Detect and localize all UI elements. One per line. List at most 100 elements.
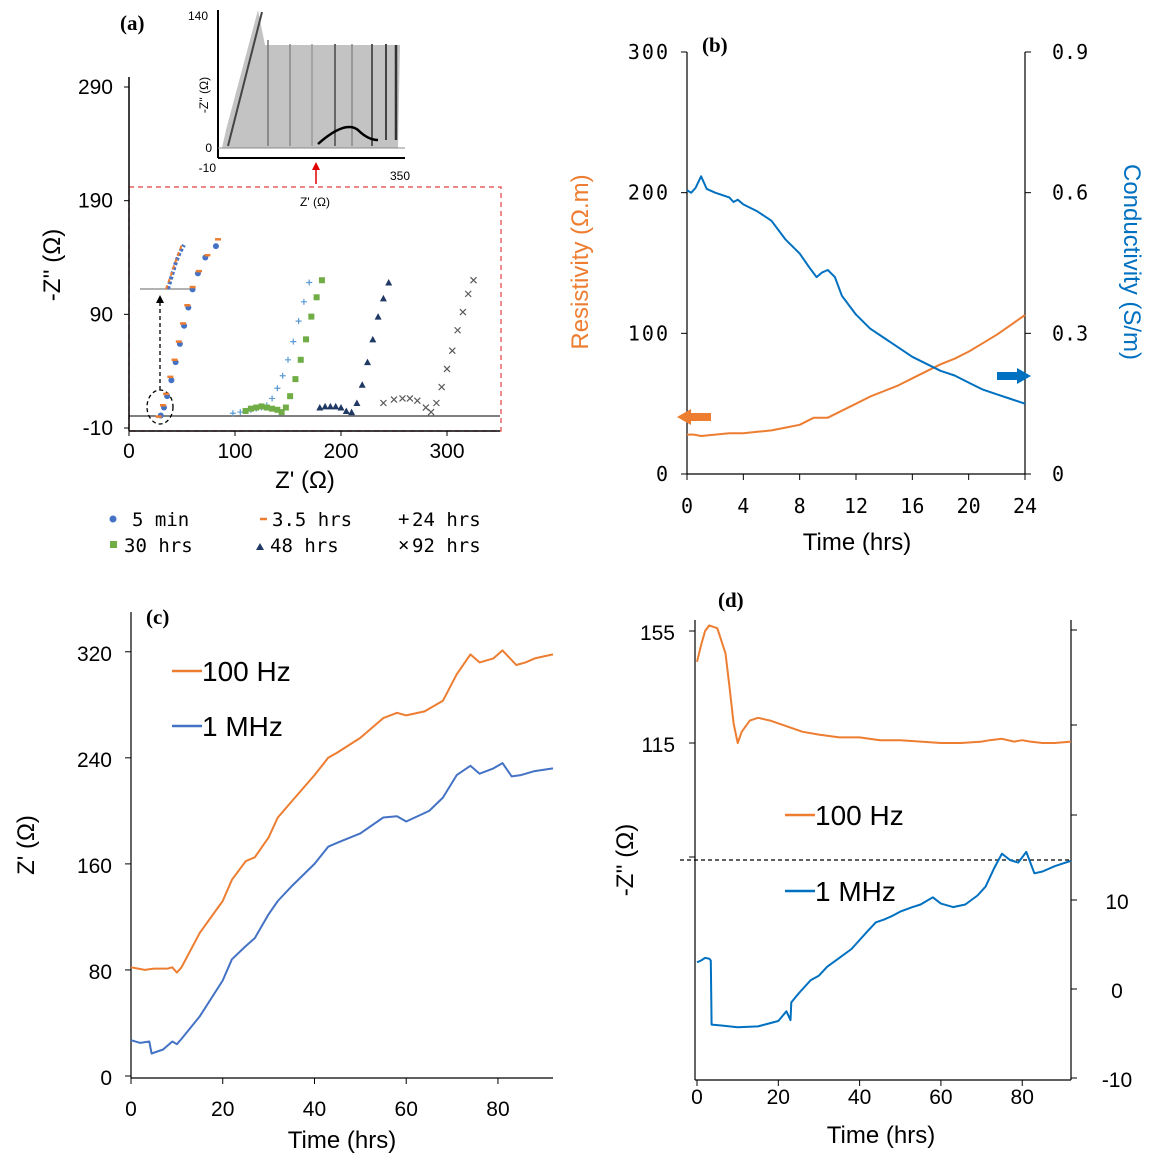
panel-a-label: (a) [120, 11, 145, 35]
legend-marker-92hrs: × [398, 534, 409, 556]
series-30-hrs [242, 277, 325, 416]
panel-a-legend: 5 min 3.5 hrs + 24 hrs 30 hrs 48 hrs × 9… [109, 508, 481, 557]
data-point [348, 408, 356, 416]
inset-stripe [227, 11, 263, 147]
panel-c-ticks: 0 20 40 60 80 0 80 160 240 320 [77, 643, 510, 1121]
data-point [274, 406, 281, 413]
data-point [292, 376, 299, 383]
y-left-tick-label: 0 [656, 462, 670, 486]
zoom-detail-arrowhead [156, 295, 164, 303]
data-point [263, 404, 270, 411]
panel-b-ticks: 0 4 8 12 16 20 24 0 100 200 300 0 0.3 0.6 0.9 [628, 40, 1088, 518]
data-point [379, 399, 387, 407]
panel-d: (d) 0 20 40 60 80 115 155 -10 0 10 100 Hz 1 MHz T… [612, 588, 1132, 1149]
x-tick-label: 16 [900, 494, 924, 518]
x-tick-label: 300 [429, 440, 464, 463]
x-tick-label: 0 [125, 1098, 137, 1121]
data-point [253, 404, 260, 411]
panel-a-series [155, 238, 477, 419]
y-tick-label: 240 [77, 749, 112, 772]
panel-d-series [696, 624, 1072, 1029]
data-point [448, 347, 456, 355]
data-point [247, 405, 254, 412]
x-tick-label: 80 [486, 1098, 509, 1121]
panel-d-y-axis-label: -Z'' (Ω) [612, 824, 639, 896]
panel-a-x-axis-label: Z' (Ω) [275, 467, 335, 494]
data-point [443, 365, 451, 373]
y-tick-label: -10 [83, 417, 113, 440]
panel-c-x-axis-label: Time (hrs) [288, 1127, 396, 1154]
panel-b: (b) 0 4 8 12 16 20 24 0 100 200 300 0 0.3 0.6 0.9 Time… [567, 33, 1145, 556]
y-right-tick-label: -10 [1102, 1069, 1132, 1092]
data-point [287, 393, 294, 400]
data-point [470, 276, 477, 284]
series-line-resistivity [687, 314, 1026, 437]
data-point [237, 409, 244, 416]
panel-b-label: (b) [702, 33, 728, 57]
legend-label-48hrs: 48 hrs [270, 535, 339, 557]
inset-marker-arrowhead [312, 162, 320, 170]
y-tick-label: 320 [77, 643, 112, 666]
series-24-hrs [229, 279, 313, 417]
data-point [316, 404, 324, 411]
data-point [278, 409, 285, 416]
legend-marker-48hrs [256, 543, 264, 550]
zoom-detail-5min [166, 244, 186, 290]
left-axis-arrow [677, 409, 711, 425]
data-point [332, 402, 340, 410]
data-point [326, 402, 334, 410]
data-point [390, 396, 398, 404]
data-point [308, 313, 315, 320]
x-tick-label: 8 [794, 494, 806, 518]
panel-c: (c) 0 20 40 60 80 0 80 160 240 320 100 Hz 1 MHz T… [13, 605, 554, 1154]
series-3-5-hrs [155, 238, 222, 418]
y-tick-label: 0 [100, 1067, 112, 1090]
data-point [364, 358, 371, 366]
panel-c-series [130, 649, 554, 1055]
data-point [379, 294, 387, 302]
series-line-100-hz [130, 649, 554, 974]
data-point [229, 410, 236, 417]
series-line-1-mhz [696, 850, 1072, 1029]
y-right-tick-label: 10 [1105, 891, 1128, 914]
x-tick-label: 80 [1011, 1086, 1034, 1109]
data-point [369, 335, 377, 343]
data-point [399, 395, 406, 402]
inset-y-tick: 140 [188, 9, 208, 23]
data-point [258, 403, 265, 410]
data-point [432, 399, 440, 407]
y-left-tick-label: 115 [642, 734, 675, 757]
data-point [321, 402, 329, 410]
x-tick-label: 12 [844, 494, 868, 518]
y-right-tick-label: 0.3 [1052, 321, 1088, 345]
legend-label-30hrs: 30 hrs [124, 535, 193, 557]
x-tick-label: 0 [691, 1086, 703, 1109]
y-left-tick-label: 155 [640, 622, 675, 645]
y-tick-label: 290 [78, 76, 113, 99]
series-48-hrs [316, 279, 393, 416]
legend-label-5min: 5 min [132, 509, 189, 531]
data-point [358, 381, 366, 388]
inset-semicircle [317, 125, 379, 145]
legend-marker-5min [109, 515, 117, 523]
data-point [427, 408, 435, 416]
inset-x-tick: 350 [390, 169, 410, 183]
panel-d-label: (d) [718, 588, 744, 612]
x-tick-label: 60 [929, 1086, 952, 1109]
inset-spectra-fill [222, 10, 400, 148]
data-point [459, 308, 467, 316]
data-point [306, 279, 313, 286]
inset-y-axis-label: -Z'' (Ω) [197, 77, 211, 113]
legend-label-1mhz: 1 MHz [202, 711, 283, 742]
legend-marker-30hrs [110, 541, 117, 548]
data-point [279, 372, 286, 379]
data-point [295, 318, 302, 325]
inset-y-tick: -10 [199, 161, 217, 175]
x-tick-label: 40 [848, 1086, 871, 1109]
x-tick-label: 20 [957, 494, 981, 518]
data-point [269, 405, 276, 412]
legend-label-3-5hrs: 3.5 hrs [272, 509, 352, 531]
data-point [285, 356, 291, 363]
x-tick-label: 4 [737, 494, 749, 518]
y-right-tick-label: 0.9 [1052, 40, 1088, 64]
